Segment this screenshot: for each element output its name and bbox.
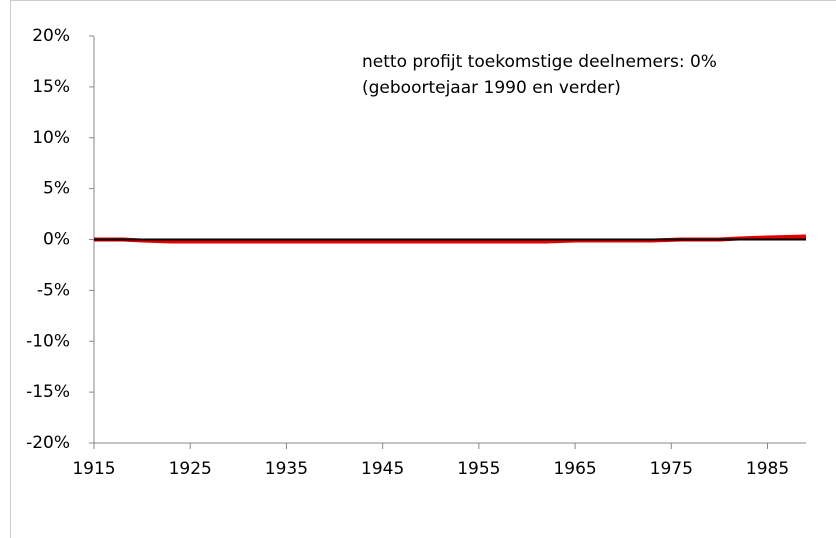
x-tick-label: 1915 bbox=[72, 459, 115, 479]
x-tick-label: 1965 bbox=[553, 459, 596, 479]
y-tick-label: -15% bbox=[26, 382, 70, 402]
y-tick-label: 20% bbox=[32, 26, 70, 46]
y-tick-label: -10% bbox=[26, 331, 70, 351]
x-tick-label: 1925 bbox=[169, 459, 212, 479]
annotation: netto profijt toekomstige deelnemers: 0% bbox=[362, 52, 717, 72]
x-tick-label: 1935 bbox=[265, 459, 308, 479]
x-tick-label: 1985 bbox=[746, 459, 789, 479]
y-tick-label: -5% bbox=[37, 280, 70, 300]
y-tick-label: 10% bbox=[32, 128, 70, 148]
y-tick-label: 0% bbox=[43, 230, 70, 250]
x-tick-label: 1945 bbox=[361, 459, 404, 479]
chart-border bbox=[10, 0, 836, 538]
y-tick-label: 15% bbox=[32, 77, 70, 97]
y-tick-label: -20% bbox=[26, 433, 70, 453]
annotation: (geboortejaar 1990 en verder) bbox=[362, 78, 621, 98]
x-tick-label: 1975 bbox=[650, 459, 693, 479]
y-tick-label: 5% bbox=[43, 179, 70, 199]
x-tick-label: 1955 bbox=[457, 459, 500, 479]
